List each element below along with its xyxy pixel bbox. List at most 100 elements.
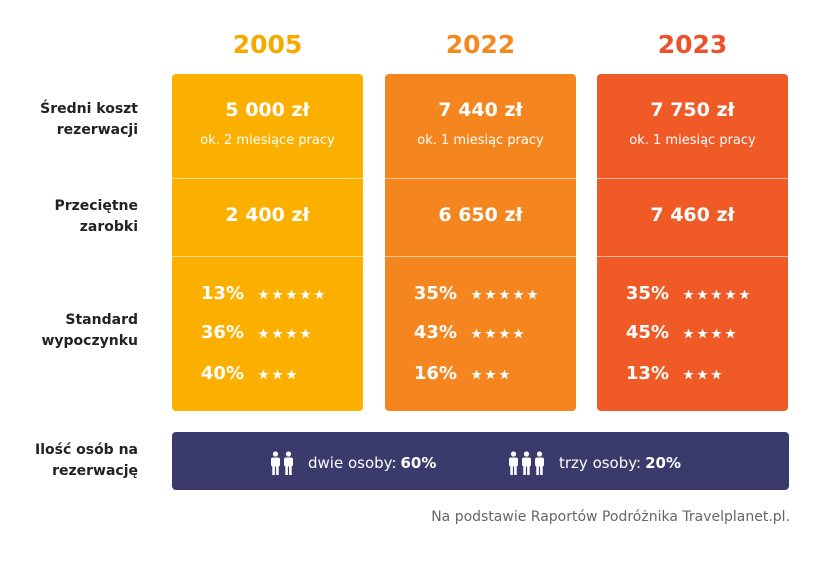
earnings-value: 6 650 zł xyxy=(438,204,523,226)
star xyxy=(697,328,708,339)
party-item: trzy osoby: 20% xyxy=(508,451,681,475)
column-card: 7 750 zł ok. 1 miesiąc pracy 7 460 zł 35% 45… xyxy=(597,74,788,411)
row-label-line: Średni koszt xyxy=(40,101,138,117)
standard-share: 35% xyxy=(625,283,669,304)
star xyxy=(258,328,269,339)
standard-share: 36% xyxy=(200,322,244,343)
cost-value: 7 750 zł xyxy=(650,99,735,121)
star xyxy=(272,369,283,380)
standard-share: 43% xyxy=(413,322,457,343)
star-rating xyxy=(683,289,750,300)
cost-value: 7 440 zł xyxy=(438,99,523,121)
star xyxy=(499,289,510,300)
row-label-line: rezerwację xyxy=(52,463,138,479)
earnings-value: 2 400 zł xyxy=(225,204,310,226)
party-label: dwie osoby: xyxy=(308,454,397,472)
row-label: Średni koszt rezerwacji xyxy=(40,99,138,141)
star xyxy=(300,289,311,300)
star xyxy=(300,328,311,339)
party-share: 20% xyxy=(645,454,682,472)
star xyxy=(711,328,722,339)
person-icon xyxy=(522,451,531,475)
star xyxy=(471,369,482,380)
star xyxy=(286,328,297,339)
star-rating xyxy=(471,289,538,300)
star xyxy=(286,369,297,380)
standard-share: 13% xyxy=(200,283,244,304)
star xyxy=(258,369,269,380)
star xyxy=(513,289,524,300)
row-divider xyxy=(385,178,576,179)
person-icon xyxy=(271,451,280,475)
people-icons xyxy=(508,451,545,475)
star xyxy=(739,289,750,300)
star xyxy=(711,289,722,300)
star xyxy=(272,328,283,339)
row-divider xyxy=(597,256,788,257)
star xyxy=(286,289,297,300)
star-rating xyxy=(258,289,325,300)
star xyxy=(471,328,482,339)
star xyxy=(513,328,524,339)
people-icons xyxy=(270,451,294,475)
source-note: Na podstawie Raportów Podróżnika Travelp… xyxy=(431,509,790,525)
star xyxy=(725,328,736,339)
star-rating xyxy=(471,369,510,380)
star-rating xyxy=(471,328,524,339)
star xyxy=(683,289,694,300)
row-label-line: zarobki xyxy=(79,219,138,235)
row-label: Ilość osób na rezerwację xyxy=(35,440,138,482)
star xyxy=(272,289,283,300)
standard-share: 45% xyxy=(625,322,669,343)
star xyxy=(485,289,496,300)
star xyxy=(499,369,510,380)
party-text: dwie osoby: 60% xyxy=(308,454,436,472)
star-rating xyxy=(683,369,722,380)
star-rating xyxy=(683,328,736,339)
cost-note: ok. 1 miesiąc pracy xyxy=(629,133,756,148)
party-text: trzy osoby: 20% xyxy=(559,454,681,472)
star xyxy=(683,328,694,339)
person-icon xyxy=(535,451,544,475)
standard-share: 40% xyxy=(200,363,244,384)
row-divider xyxy=(597,178,788,179)
star xyxy=(711,369,722,380)
row-label-line: Przeciętne xyxy=(54,198,138,214)
star xyxy=(485,328,496,339)
row-label-line: wypoczynku xyxy=(41,333,138,349)
star xyxy=(471,289,482,300)
person-icon xyxy=(284,451,293,475)
standard-share: 16% xyxy=(413,363,457,384)
row-label: Standard wypoczynku xyxy=(41,310,138,352)
star xyxy=(683,369,694,380)
cost-note: ok. 2 miesiące pracy xyxy=(200,133,335,148)
cost-note: ok. 1 miesiąc pracy xyxy=(417,133,544,148)
star xyxy=(499,328,510,339)
row-divider xyxy=(172,256,363,257)
star xyxy=(314,289,325,300)
star-rating xyxy=(258,328,311,339)
column-card: 7 440 zł ok. 1 miesiąc pracy 6 650 zł 35% 43… xyxy=(385,74,576,411)
party-share: 60% xyxy=(400,454,437,472)
star xyxy=(697,369,708,380)
star xyxy=(485,369,496,380)
star xyxy=(527,289,538,300)
row-label-line: Standard xyxy=(65,312,138,328)
row-label-line: Ilość osób na xyxy=(34,442,138,458)
party-item: dwie osoby: 60% xyxy=(270,451,436,475)
row-label: Przeciętne zarobki xyxy=(54,196,138,238)
row-label-line: rezerwacji xyxy=(56,122,138,138)
person-icon xyxy=(509,451,518,475)
year-header: 2022 xyxy=(445,30,516,59)
party-bar xyxy=(172,432,789,490)
row-divider xyxy=(385,256,576,257)
year-header: 2023 xyxy=(657,30,728,59)
cost-value: 5 000 zł xyxy=(225,99,310,121)
star xyxy=(697,289,708,300)
standard-share: 35% xyxy=(413,283,457,304)
year-header: 2005 xyxy=(232,30,303,59)
earnings-value: 7 460 zł xyxy=(650,204,735,226)
column-card: 5 000 zł ok. 2 miesiące pracy 2 400 zł 13% 3… xyxy=(172,74,363,411)
star-rating xyxy=(258,369,297,380)
